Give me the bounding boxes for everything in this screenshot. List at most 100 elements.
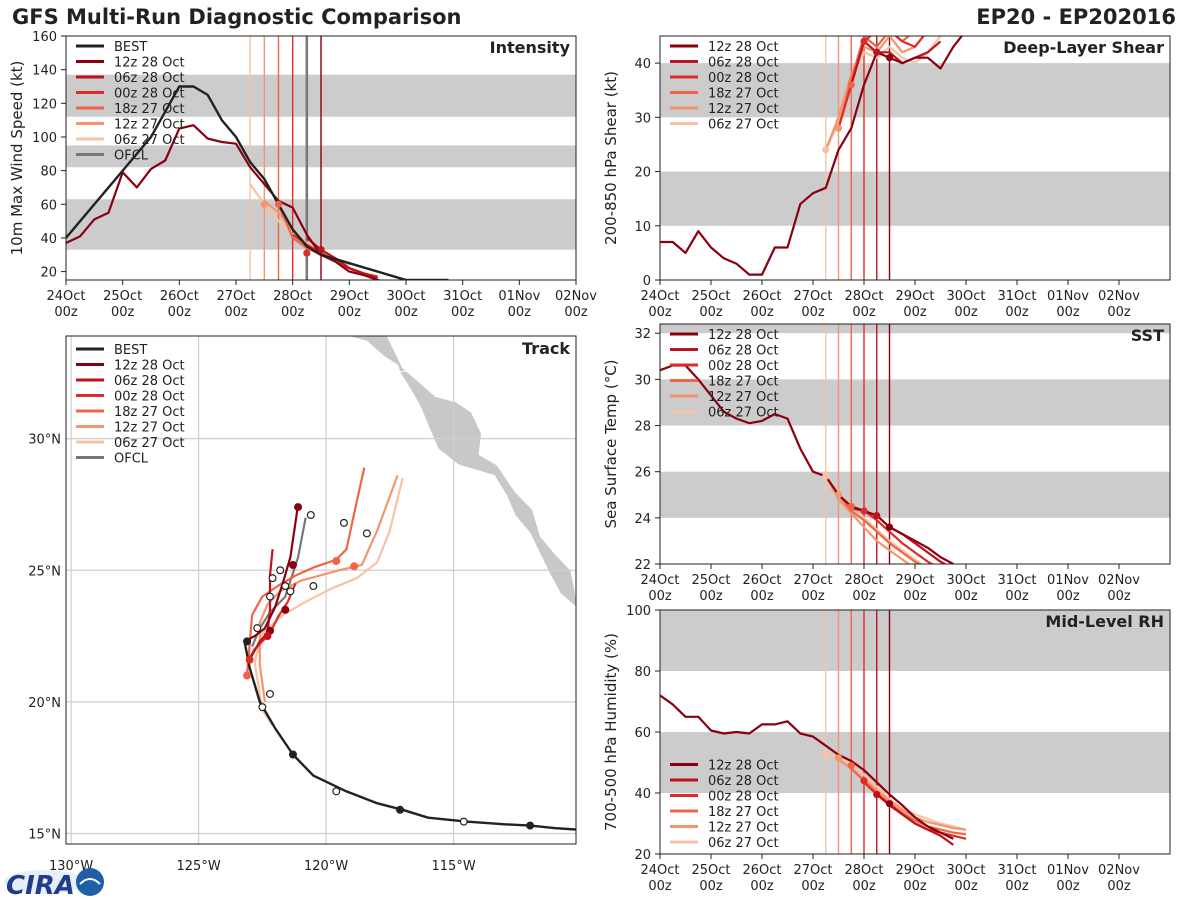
main-title: GFS Multi-Run Diagnostic Comparison	[12, 5, 462, 29]
x-tick-sublabel: 00z	[648, 879, 672, 894]
track-point-open	[258, 703, 267, 712]
shaded-band	[660, 63, 1170, 118]
x-tick-label: 28Oct	[844, 573, 883, 588]
x-tick-sublabel: 00z	[648, 305, 672, 320]
lon-tick-label: 115°W	[432, 859, 476, 874]
x-tick-sublabel: 00z	[54, 305, 78, 320]
x-tick-label: 01Nov	[1047, 863, 1089, 878]
marker-06z-27-oct	[822, 751, 830, 759]
x-tick-label: 02Nov	[555, 289, 597, 304]
x-tick-sublabel: 00z	[903, 879, 927, 894]
x-tick-label: 28Oct	[844, 289, 883, 304]
marker-06z-28-oct	[873, 790, 881, 799]
legend-label: 06z 27 Oct	[114, 133, 185, 148]
shaded-band	[660, 610, 1170, 671]
y-tick-label: 60	[634, 726, 651, 741]
marker-18z-27-oct	[847, 81, 855, 89]
x-tick-sublabel: 00z	[168, 305, 192, 320]
y-tick-label: 20	[634, 166, 651, 181]
panel-title: Deep-Layer Shear	[1003, 38, 1164, 57]
track-point-open	[459, 817, 468, 826]
legend-label: BEST	[114, 343, 147, 358]
y-tick-label: 26	[634, 466, 651, 481]
x-tick-sublabel: 00z	[852, 589, 876, 604]
track-point-open	[268, 574, 277, 583]
series-line-12z-28-oct	[660, 364, 954, 564]
track-point-filled	[288, 750, 297, 759]
x-tick-label: 30Oct	[946, 863, 985, 878]
logo-text: CIRA	[6, 871, 75, 900]
shaded-band	[660, 171, 1170, 226]
legend-label: 12z 28 Oct	[114, 359, 185, 374]
x-tick-label: 31Oct	[997, 573, 1036, 588]
legend-label: 12z 27 Oct	[114, 118, 185, 133]
x-tick-label: 25Oct	[691, 289, 730, 304]
series-line-12z-28-oct	[660, 36, 964, 276]
series-line-12z-28-oct	[660, 694, 954, 840]
legend-label: 06z 27 Oct	[708, 836, 779, 851]
lon-tick-label: 125°W	[177, 859, 221, 874]
x-tick-sublabel: 00z	[1005, 879, 1029, 894]
x-tick-sublabel: 00z	[699, 589, 723, 604]
shear-panel: 01020304024Oct00z25Oct00z26Oct00z27Oct00…	[602, 35, 1171, 320]
legend-label: 06z 27 Oct	[114, 436, 185, 451]
x-tick-sublabel: 00z	[954, 305, 978, 320]
marker-18z-27-oct	[847, 761, 855, 770]
y-tick-label: 80	[634, 665, 651, 680]
x-tick-sublabel: 00z	[1005, 305, 1029, 320]
rh-panel: 2040608010024Oct00z25Oct00z26Oct00z27Oct…	[602, 604, 1171, 894]
x-tick-label: 26Oct	[160, 289, 199, 304]
legend-label: 00z 28 Oct	[708, 790, 779, 805]
shaded-band	[660, 471, 1170, 518]
y-tick-label: 100	[32, 131, 57, 146]
lon-tick-label: 120°W	[304, 859, 348, 874]
legend-label: 12z 28 Oct	[708, 759, 779, 774]
y-tick-label: 40	[634, 57, 651, 72]
x-tick-sublabel: 00z	[1107, 879, 1131, 894]
x-tick-label: 30Oct	[946, 573, 985, 588]
track-point-filled	[288, 560, 297, 569]
marker-18z-27-oct	[274, 200, 283, 208]
track-point-filled	[243, 637, 252, 646]
x-tick-label: 02Nov	[1098, 573, 1140, 588]
marker-06z-27-oct	[822, 146, 830, 154]
x-tick-label: 25Oct	[103, 289, 142, 304]
y-tick-label: 32	[634, 327, 651, 342]
y-tick-label: 80	[40, 165, 57, 180]
marker-00z-28-oct	[860, 507, 868, 515]
x-tick-sublabel: 00z	[954, 879, 978, 894]
track-point-filled	[332, 557, 341, 566]
y-tick-label: 60	[40, 198, 57, 213]
y-tick-label: 40	[634, 787, 651, 802]
panel-title: Mid-Level RH	[1045, 612, 1164, 631]
x-tick-label: 26Oct	[742, 289, 781, 304]
x-tick-sublabel: 00z	[224, 305, 248, 320]
legend-label: 12z 28 Oct	[708, 328, 779, 343]
track-point-filled	[350, 562, 359, 571]
y-tick-label: 160	[32, 30, 57, 45]
panel-title: Intensity	[490, 38, 571, 57]
marker-12z-27-oct	[834, 754, 843, 762]
legend-label: BEST	[114, 40, 147, 55]
x-tick-sublabel: 00z	[750, 589, 774, 604]
track-point-filled	[294, 503, 303, 512]
marker-06z-27-oct	[822, 472, 830, 480]
marker-12z-27-oct	[834, 124, 843, 132]
intensity-panel: 2040608010012014016024Oct00z25Oct00z26Oc…	[8, 30, 597, 320]
lat-tick-label: 25°N	[28, 564, 61, 579]
cira-logo: CIRA	[4, 868, 104, 900]
x-tick-label: 01Nov	[1047, 289, 1089, 304]
shaded-band	[660, 324, 1170, 334]
legend-label: 12z 28 Oct	[708, 40, 779, 55]
track-point-open	[286, 587, 295, 596]
marker-00z-28-oct	[303, 249, 311, 257]
x-tick-label: 24Oct	[640, 863, 679, 878]
x-tick-label: 27Oct	[793, 289, 832, 304]
y-axis-label: Sea Surface Temp (°C)	[602, 359, 620, 528]
marker-12z-28-oct	[885, 800, 894, 808]
x-tick-label: 29Oct	[330, 289, 369, 304]
legend-label: 12z 28 Oct	[114, 56, 185, 71]
x-tick-label: 25Oct	[691, 573, 730, 588]
legend-label: 06z 28 Oct	[114, 71, 185, 86]
legend-label: 12z 27 Oct	[708, 102, 779, 117]
